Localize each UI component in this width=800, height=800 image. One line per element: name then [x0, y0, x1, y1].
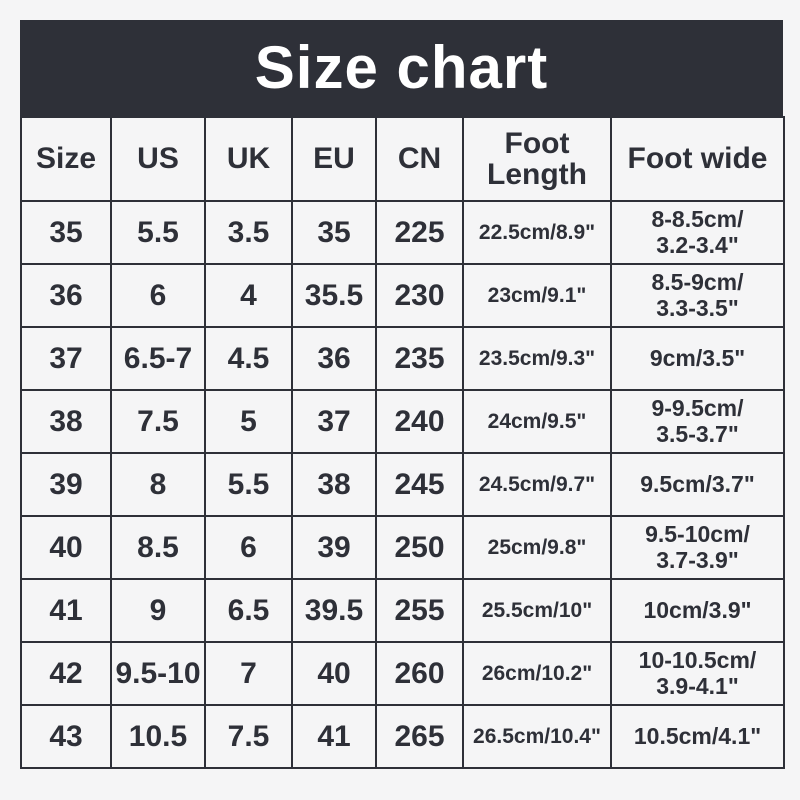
- column-header-size: Size: [20, 116, 112, 202]
- table-cell: 39.5: [291, 578, 377, 643]
- table-cell: 38: [20, 389, 112, 454]
- table-header-row: Size US UK EU CN Foot Length Foot wide: [20, 116, 785, 202]
- table-row: 40 8.5 6 39 250 25cm/9.8" 9.5-10cm/ 3.7-3.9": [20, 515, 785, 580]
- title-banner: Size chart: [20, 20, 783, 116]
- column-header-us: US: [110, 116, 206, 202]
- table-cell: 260: [375, 641, 464, 706]
- table-cell: 235: [375, 326, 464, 391]
- table-cell: 9.5cm/3.7": [610, 452, 785, 517]
- table-cell: 225: [375, 200, 464, 265]
- table-cell: 7: [204, 641, 293, 706]
- table-cell: 245: [375, 452, 464, 517]
- table-cell: 9cm/3.5": [610, 326, 785, 391]
- table-cell: 10.5: [110, 704, 206, 769]
- table-cell: 37: [291, 389, 377, 454]
- table-cell: 41: [20, 578, 112, 643]
- table-cell: 8.5-9cm/ 3.3-3.5": [610, 263, 785, 328]
- table-cell: 9: [110, 578, 206, 643]
- table-cell: 10-10.5cm/ 3.9-4.1": [610, 641, 785, 706]
- table-cell: 5: [204, 389, 293, 454]
- table-cell: 22.5cm/8.9": [462, 200, 612, 265]
- table-cell: 4: [204, 263, 293, 328]
- table-cell: 5.5: [204, 452, 293, 517]
- table-cell: 10.5cm/4.1": [610, 704, 785, 769]
- table-row: 41 9 6.5 39.5 255 25.5cm/10" 10cm/3.9": [20, 578, 785, 643]
- table-cell: 8: [110, 452, 206, 517]
- table-row: 39 8 5.5 38 245 24.5cm/9.7" 9.5cm/3.7": [20, 452, 785, 517]
- table-cell: 43: [20, 704, 112, 769]
- table-cell: 255: [375, 578, 464, 643]
- table-cell: 42: [20, 641, 112, 706]
- table-cell: 25cm/9.8": [462, 515, 612, 580]
- page-title: Size chart: [254, 34, 549, 101]
- table-cell: 26.5cm/10.4": [462, 704, 612, 769]
- table-cell: 9-9.5cm/ 3.5-3.7": [610, 389, 785, 454]
- table-cell: 9.5-10: [110, 641, 206, 706]
- table-cell: 39: [291, 515, 377, 580]
- column-header-foot-wide: Foot wide: [610, 116, 785, 202]
- table-cell: 6.5-7: [110, 326, 206, 391]
- table-cell: 36: [291, 326, 377, 391]
- table-cell: 35: [291, 200, 377, 265]
- size-chart-table: Size US UK EU CN Foot Length Foot wide 35 5.5 3.…: [20, 116, 785, 769]
- table-cell: 4.5: [204, 326, 293, 391]
- table-cell: 24.5cm/9.7": [462, 452, 612, 517]
- table-cell: 6: [204, 515, 293, 580]
- column-header-cn: CN: [375, 116, 464, 202]
- table-cell: 7.5: [110, 389, 206, 454]
- column-header-eu: EU: [291, 116, 377, 202]
- table-row: 38 7.5 5 37 240 24cm/9.5" 9-9.5cm/ 3.5-3.7": [20, 389, 785, 454]
- table-row: 43 10.5 7.5 41 265 26.5cm/10.4" 10.5cm/4.1": [20, 704, 785, 769]
- table-cell: 37: [20, 326, 112, 391]
- table-cell: 6: [110, 263, 206, 328]
- table-row: 35 5.5 3.5 35 225 22.5cm/8.9" 8-8.5cm/ 3.2-3.4…: [20, 200, 785, 265]
- table-cell: 6.5: [204, 578, 293, 643]
- column-header-uk: UK: [204, 116, 293, 202]
- table-cell: 40: [20, 515, 112, 580]
- table-cell: 35.5: [291, 263, 377, 328]
- table-cell: 7.5: [204, 704, 293, 769]
- table-row: 36 6 4 35.5 230 23cm/9.1" 8.5-9cm/ 3.3-3.5": [20, 263, 785, 328]
- table-cell: 9.5-10cm/ 3.7-3.9": [610, 515, 785, 580]
- table-cell: 41: [291, 704, 377, 769]
- column-header-foot-length: Foot Length: [462, 116, 612, 202]
- table-cell: 3.5: [204, 200, 293, 265]
- table-cell: 38: [291, 452, 377, 517]
- table-cell: 36: [20, 263, 112, 328]
- table-cell: 230: [375, 263, 464, 328]
- table-cell: 8.5: [110, 515, 206, 580]
- table-cell: 26cm/10.2": [462, 641, 612, 706]
- table-cell: 8-8.5cm/ 3.2-3.4": [610, 200, 785, 265]
- table-cell: 5.5: [110, 200, 206, 265]
- table-cell: 35: [20, 200, 112, 265]
- table-cell: 24cm/9.5": [462, 389, 612, 454]
- table-row: 42 9.5-10 7 40 260 26cm/10.2" 10-10.5cm/ 3.9-4…: [20, 641, 785, 706]
- table-row: 37 6.5-7 4.5 36 235 23.5cm/9.3" 9cm/3.5": [20, 326, 785, 391]
- table-cell: 265: [375, 704, 464, 769]
- table-cell: 25.5cm/10": [462, 578, 612, 643]
- table-cell: 40: [291, 641, 377, 706]
- table-cell: 240: [375, 389, 464, 454]
- table-cell: 10cm/3.9": [610, 578, 785, 643]
- table-cell: 250: [375, 515, 464, 580]
- table-cell: 23cm/9.1": [462, 263, 612, 328]
- table-cell: 23.5cm/9.3": [462, 326, 612, 391]
- table-cell: 39: [20, 452, 112, 517]
